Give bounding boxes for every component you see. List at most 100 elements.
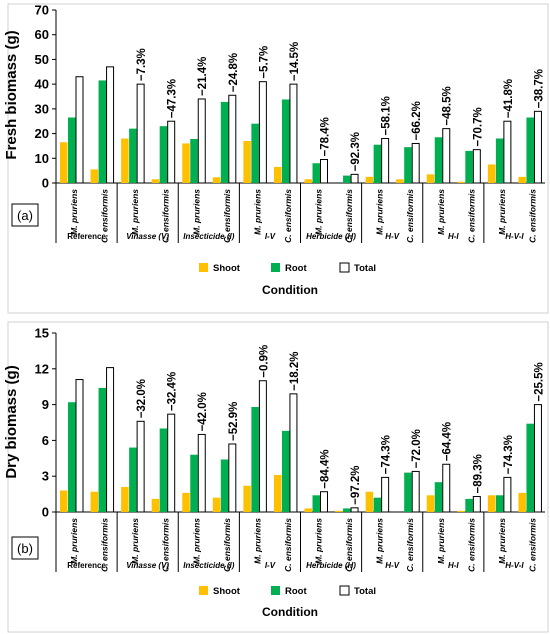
species-label: M. pruriens <box>375 189 385 235</box>
total-bar <box>472 149 481 184</box>
legend-root-swatch <box>271 586 280 595</box>
percent-change-label: −92.3% <box>350 132 362 171</box>
total-bar <box>106 66 115 184</box>
root-bar <box>373 144 382 183</box>
legend-total-swatch <box>339 262 350 273</box>
species-label: C. ensiformis <box>283 518 293 572</box>
condition-label: Vinasse (V) <box>126 561 169 570</box>
root-bar <box>343 508 351 512</box>
species-label: C. ensiformis <box>344 518 354 572</box>
condition-label: Insecticide (I) <box>183 232 234 241</box>
condition-label: Herbicide (H) <box>306 232 356 241</box>
condition-label: H-I <box>448 232 459 241</box>
species-label: M. pruriens <box>497 189 507 235</box>
y-tick-label: 15 <box>35 326 49 341</box>
species-label: M. pruriens <box>191 189 201 235</box>
root-bar <box>495 138 504 183</box>
x-axis-title: Condition <box>262 283 318 297</box>
root-bar <box>312 163 320 183</box>
y-tick-label: 60 <box>35 27 49 42</box>
shoot-bar <box>182 143 190 183</box>
shoot-bar <box>365 176 374 183</box>
percent-change-label: −84.4% <box>320 449 332 488</box>
shoot-bar <box>60 142 68 183</box>
condition-label: I-V <box>265 561 276 570</box>
root-bar <box>312 495 320 512</box>
root-bar <box>129 447 137 512</box>
y-tick-label: 3 <box>42 469 49 484</box>
species-label: M. pruriens <box>314 518 324 564</box>
shoot-bar <box>518 176 526 183</box>
shoot-bar <box>304 179 312 183</box>
percent-change-label: −74.3% <box>503 435 515 474</box>
total-bar <box>411 470 420 513</box>
root-bar <box>98 80 107 183</box>
shoot-bar <box>60 490 68 512</box>
percent-change-label: −24.8% <box>228 53 240 92</box>
x-axis-title: Condition <box>262 605 318 619</box>
total-bar <box>167 413 176 513</box>
root-bar <box>343 175 351 183</box>
legend-root-swatch <box>271 263 280 272</box>
species-label: C. ensiformis <box>161 189 171 243</box>
shoot-bar <box>487 164 496 183</box>
shoot-bar <box>335 510 343 512</box>
species-label: M. pruriens <box>375 518 385 564</box>
root-bar <box>373 497 382 512</box>
species-label: M. pruriens <box>69 189 79 235</box>
percent-change-label: −52.9% <box>228 402 240 441</box>
species-label: C. ensiformis <box>466 518 476 572</box>
shoot-bar <box>90 491 99 512</box>
percent-change-label: −48.5% <box>442 86 454 125</box>
shoot-bar <box>121 138 129 183</box>
y-tick-label: 9 <box>42 397 49 412</box>
species-label: M. pruriens <box>252 518 262 564</box>
total-bar <box>350 173 359 184</box>
shoot-bar <box>243 485 251 512</box>
shoot-bar <box>304 508 312 512</box>
percent-change-label: −64.4% <box>442 422 454 461</box>
shoot-bar <box>487 495 496 512</box>
root-bar <box>68 117 76 183</box>
percent-change-label: −18.2% <box>289 352 301 391</box>
root-bar <box>190 454 198 512</box>
y-axis-title: Dry biomass (g) <box>3 365 20 478</box>
legend-total-swatch <box>339 585 350 596</box>
condition-label: I-V <box>265 232 276 241</box>
total-bar <box>75 76 84 184</box>
root-bar <box>434 482 443 512</box>
root-bar <box>68 402 76 512</box>
species-label: C. ensiformis <box>283 189 293 243</box>
condition-label: Reference <box>67 232 106 241</box>
species-label: M. pruriens <box>497 518 507 564</box>
species-label: M. pruriens <box>130 189 140 235</box>
legend-total-label: Total <box>354 263 376 274</box>
species-label: C. ensiformis <box>466 189 476 243</box>
total-bar <box>411 142 420 184</box>
panel-frame <box>7 3 549 314</box>
species-label: M. pruriens <box>314 189 324 235</box>
species-label: M. pruriens <box>436 189 446 235</box>
shoot-bar <box>273 475 282 512</box>
root-bar <box>404 147 412 183</box>
total-bar <box>167 120 176 184</box>
y-tick-label: 70 <box>35 3 49 18</box>
root-bar <box>220 101 229 183</box>
total-bar <box>533 110 542 184</box>
legend-total-label: Total <box>354 586 376 597</box>
root-bar <box>465 498 473 512</box>
total-bar <box>533 404 542 513</box>
species-label: M. pruriens <box>69 518 79 564</box>
percent-change-label: −21.4% <box>197 57 209 96</box>
species-label: C. ensiformis <box>405 518 415 572</box>
condition-label: Reference <box>67 561 106 570</box>
panel-frame <box>7 321 549 633</box>
total-bar <box>320 159 328 184</box>
root-bar <box>526 117 534 183</box>
species-label: C. ensiformis <box>100 189 110 243</box>
y-tick-label: 0 <box>42 505 49 520</box>
shoot-bar <box>212 497 221 512</box>
percent-change-label: −78.4% <box>320 117 332 156</box>
